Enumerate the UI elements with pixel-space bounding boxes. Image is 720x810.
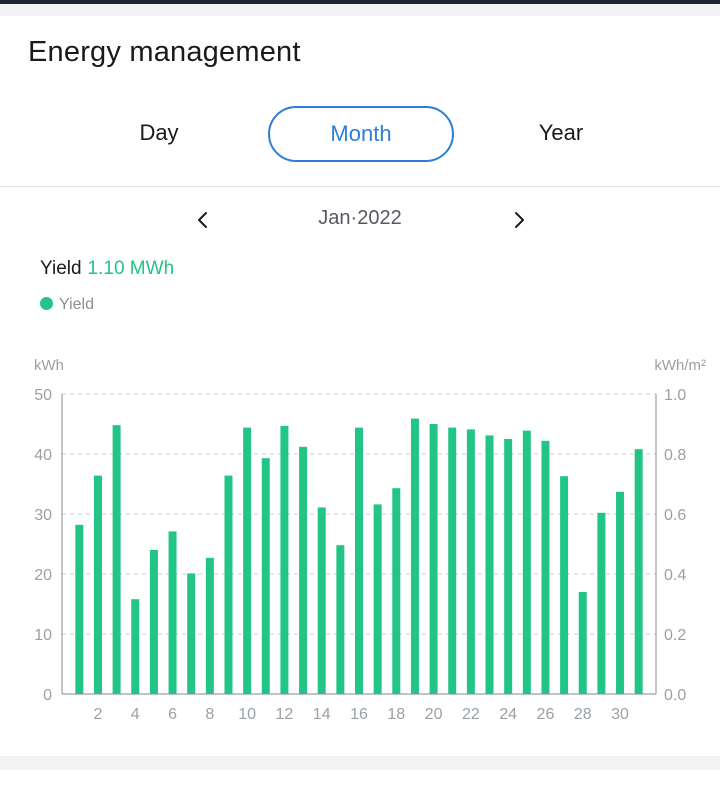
page-title: Energy management <box>28 36 301 68</box>
chart-bar <box>261 458 270 694</box>
chevron-right-icon <box>515 212 524 228</box>
yield-summary: Yield 1.10 MWh <box>40 258 174 280</box>
yield-value: 1.10 MWh <box>87 258 175 279</box>
chart-bar <box>560 476 569 694</box>
prev-period-button[interactable] <box>188 205 218 235</box>
y-tick-label-right: 0.4 <box>664 567 686 584</box>
chart-legend[interactable]: Yield <box>40 296 94 314</box>
x-tick-label: 8 <box>205 706 214 723</box>
chart-bar <box>504 439 513 694</box>
y-tick-label-right: 0.2 <box>664 627 686 644</box>
x-tick-label: 22 <box>462 706 480 723</box>
y-tick-label-left: 30 <box>34 507 52 524</box>
chart-bar <box>224 475 233 694</box>
next-period-button[interactable] <box>504 205 534 235</box>
chart-bar <box>280 425 289 694</box>
chart-bar <box>93 475 102 694</box>
x-tick-label: 26 <box>537 706 555 723</box>
chart-bar <box>522 430 531 694</box>
divider <box>0 186 720 187</box>
period-label: Jan·2022 <box>318 207 402 229</box>
chart-bar <box>131 599 140 694</box>
chart-bar <box>634 449 643 694</box>
x-tick-label: 10 <box>238 706 256 723</box>
legend-dot-icon <box>40 297 53 310</box>
y-tick-label-right: 0.0 <box>664 687 686 704</box>
chart-bar <box>448 427 457 694</box>
chart-bar <box>299 446 308 694</box>
chart-bar <box>205 557 214 694</box>
y-axis-label-left: kWh <box>34 357 64 374</box>
y-tick-label-left: 40 <box>34 447 52 464</box>
chart-bar <box>578 592 587 694</box>
x-tick-label: 16 <box>350 706 368 723</box>
x-tick-label: 28 <box>574 706 592 723</box>
x-tick-label: 24 <box>499 706 517 723</box>
chart-bar <box>243 427 252 694</box>
y-tick-label-left: 20 <box>34 567 52 584</box>
y-axis-label-right: kWh/m² <box>654 357 706 374</box>
chart-bar <box>187 573 196 694</box>
chart-bar <box>429 424 438 694</box>
yield-label: Yield <box>40 258 82 279</box>
y-tick-label-right: 0.8 <box>664 447 686 464</box>
y-tick-label-left: 10 <box>34 627 52 644</box>
y-tick-label-right: 1.0 <box>664 387 686 404</box>
chart-bar <box>597 512 606 694</box>
tab-year[interactable]: Year <box>538 120 584 145</box>
next-card <box>0 770 720 810</box>
chart-bar <box>466 429 475 694</box>
chart-bar <box>75 524 84 694</box>
x-tick-label: 30 <box>611 706 629 723</box>
x-tick-label: 4 <box>131 706 140 723</box>
y-tick-label-left: 50 <box>34 387 52 404</box>
chart-bar <box>541 440 550 694</box>
x-tick-label: 6 <box>168 706 177 723</box>
chart-bar <box>410 418 419 694</box>
tab-month[interactable]: Month <box>268 106 454 162</box>
chart-bar <box>392 488 401 694</box>
chart-bar <box>149 550 158 694</box>
x-tick-label: 12 <box>276 706 294 723</box>
chart-bar <box>616 491 625 694</box>
y-tick-label-right: 0.6 <box>664 507 686 524</box>
y-tick-label-left: 0 <box>43 687 52 704</box>
chart-bar <box>485 435 494 694</box>
chart-bar <box>355 427 363 694</box>
chevron-left-icon <box>198 212 207 228</box>
chart-bar <box>112 425 121 694</box>
chart-bar <box>373 504 382 694</box>
x-tick-label: 20 <box>425 706 443 723</box>
legend-label: Yield <box>59 296 94 313</box>
x-tick-label: 14 <box>313 706 331 723</box>
x-tick-label: 18 <box>387 706 405 723</box>
period-tabs: Day Month Year <box>0 106 720 164</box>
chart-bar <box>336 545 345 694</box>
x-tick-label: 2 <box>94 706 103 723</box>
chart-bar <box>168 531 177 694</box>
chart-bar <box>317 507 326 694</box>
tab-day[interactable]: Day <box>139 120 179 145</box>
status-bar <box>0 0 720 4</box>
